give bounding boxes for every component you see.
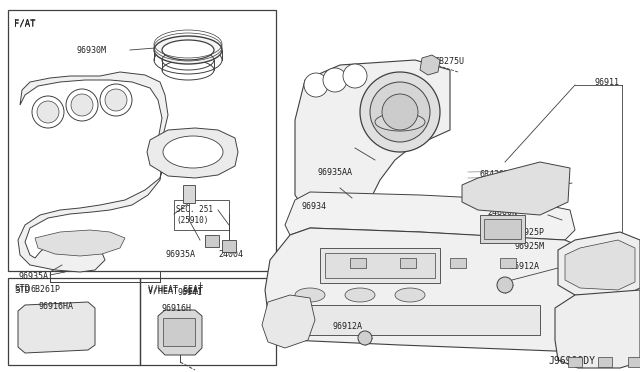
Polygon shape xyxy=(565,240,635,290)
Text: STD: STD xyxy=(14,286,30,295)
Circle shape xyxy=(304,73,328,97)
Polygon shape xyxy=(262,295,315,348)
Bar xyxy=(183,185,195,203)
Ellipse shape xyxy=(163,136,223,168)
Text: J96900DY: J96900DY xyxy=(548,356,595,366)
Text: 96916H: 96916H xyxy=(162,304,192,313)
Bar xyxy=(500,258,516,268)
Bar xyxy=(350,258,366,268)
Polygon shape xyxy=(18,302,95,353)
Circle shape xyxy=(358,331,372,345)
Circle shape xyxy=(323,68,347,92)
Ellipse shape xyxy=(375,113,425,131)
Bar xyxy=(8,278,140,365)
Bar xyxy=(8,10,276,271)
Text: 96916HA: 96916HA xyxy=(38,302,73,311)
Circle shape xyxy=(370,82,430,142)
Text: 96941: 96941 xyxy=(178,288,203,297)
Polygon shape xyxy=(35,230,125,256)
Text: 96925M: 96925M xyxy=(515,242,545,251)
Ellipse shape xyxy=(295,288,325,302)
Text: 24860N: 24860N xyxy=(487,208,517,217)
Bar xyxy=(140,278,276,365)
Bar xyxy=(163,318,195,346)
Circle shape xyxy=(360,72,440,152)
Text: V/HEAT SEAT: V/HEAT SEAT xyxy=(148,286,203,295)
Circle shape xyxy=(105,89,127,111)
Bar xyxy=(325,253,435,278)
Text: V/HEAT SEAT: V/HEAT SEAT xyxy=(148,284,203,293)
Text: 96930M: 96930M xyxy=(76,46,106,55)
Bar xyxy=(568,357,582,367)
Circle shape xyxy=(37,101,59,123)
Bar xyxy=(480,215,525,243)
Ellipse shape xyxy=(154,36,222,64)
Circle shape xyxy=(343,64,367,88)
Circle shape xyxy=(66,89,98,121)
Polygon shape xyxy=(285,192,575,240)
Text: STD: STD xyxy=(14,284,30,293)
Bar xyxy=(174,200,229,230)
Polygon shape xyxy=(295,60,450,220)
Polygon shape xyxy=(558,232,640,298)
Bar xyxy=(320,248,440,283)
Bar xyxy=(222,240,236,252)
Circle shape xyxy=(497,277,513,293)
Polygon shape xyxy=(462,162,570,215)
Text: 68430N: 68430N xyxy=(480,170,510,179)
Text: 24004: 24004 xyxy=(218,250,243,259)
Circle shape xyxy=(71,94,93,116)
Text: 96925P: 96925P xyxy=(515,228,545,237)
Bar xyxy=(400,258,416,268)
Text: 96935AA: 96935AA xyxy=(318,168,353,177)
Ellipse shape xyxy=(395,288,425,302)
Text: 96935A: 96935A xyxy=(165,250,195,259)
Circle shape xyxy=(382,94,418,130)
Text: (25910): (25910) xyxy=(176,216,209,225)
Bar xyxy=(628,357,640,367)
Text: 96935A: 96935A xyxy=(18,272,48,281)
Text: 96912A: 96912A xyxy=(333,322,363,331)
Text: 6B261P: 6B261P xyxy=(30,285,60,294)
Polygon shape xyxy=(555,290,640,368)
Text: 6B275U: 6B275U xyxy=(435,57,465,66)
Bar xyxy=(484,219,521,239)
Ellipse shape xyxy=(162,40,214,60)
Polygon shape xyxy=(265,228,600,352)
Polygon shape xyxy=(420,55,440,75)
Polygon shape xyxy=(147,128,238,178)
Bar xyxy=(598,357,612,367)
Text: SEC. 251: SEC. 251 xyxy=(176,205,213,214)
Text: 96911: 96911 xyxy=(595,78,620,87)
Ellipse shape xyxy=(345,288,375,302)
Circle shape xyxy=(32,96,64,128)
Bar xyxy=(450,258,466,268)
Text: F/AT: F/AT xyxy=(14,19,35,28)
Bar xyxy=(300,305,540,335)
Circle shape xyxy=(100,84,132,116)
Text: F/AT: F/AT xyxy=(14,18,35,27)
Polygon shape xyxy=(18,72,168,272)
Polygon shape xyxy=(158,310,202,355)
Bar xyxy=(205,235,219,247)
Text: 96934: 96934 xyxy=(302,202,327,211)
Text: 96912A: 96912A xyxy=(510,262,540,271)
